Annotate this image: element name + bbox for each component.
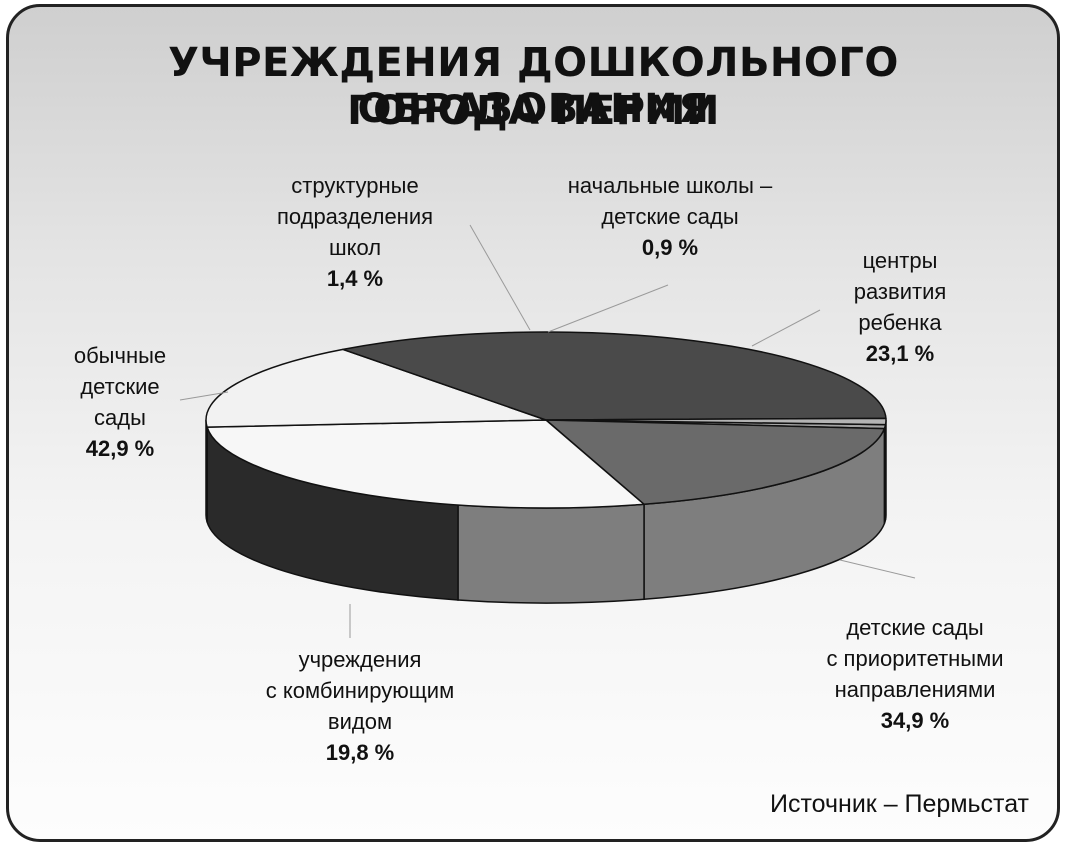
slice-percent: 1,4 % <box>326 266 384 291</box>
label-line: подразделения <box>276 204 434 229</box>
label-line: центры <box>862 248 938 273</box>
label-development-centers: центры развития ребенка 23,1 % <box>800 245 1000 369</box>
label-line: учреждения <box>298 647 422 672</box>
label-regular-kindergartens: обычные детские сады 42,9 % <box>25 340 215 464</box>
label-priority-kindergartens: детские сады с приоритетными направления… <box>795 612 1035 736</box>
label-line: обычные <box>73 343 167 368</box>
slice-percent: 34,9 % <box>880 708 950 733</box>
source-note: Источник – Пермьстат <box>770 790 1029 818</box>
label-line: развития <box>853 279 947 304</box>
pie-side-wall <box>457 503 645 604</box>
label-line: видом <box>327 709 393 734</box>
label-school-divisions: структурные подразделения школ 1,4 % <box>230 170 480 294</box>
chart-title-line-2: ГОРОДА ПЕРМИ <box>347 88 720 134</box>
slice-percent: 0,9 % <box>641 235 699 260</box>
pie-slice <box>545 417 887 426</box>
label-primary-school-kindergartens: начальные школы – детские сады 0,9 % <box>520 170 820 263</box>
label-line: детские сады <box>846 615 984 640</box>
pie-slice <box>205 348 547 428</box>
leader-line <box>839 559 916 579</box>
chart-title-line-1: УЧРЕЖДЕНИЯ ДОШКОЛЬНОГО ОБРАЗОВАНИЯ <box>168 40 899 132</box>
slice-percent: 42,9 % <box>85 436 155 461</box>
label-line: начальные школы – <box>567 173 773 198</box>
label-line: детские сады <box>601 204 739 229</box>
leader-lines <box>179 224 916 638</box>
slice-percent: 23,1 % <box>865 341 935 366</box>
label-line: с комбинирующим <box>265 678 455 703</box>
label-line: ребенка <box>858 310 942 335</box>
label-line: детские <box>80 374 160 399</box>
label-line: сады <box>94 405 146 430</box>
pie-slice <box>545 419 886 506</box>
leader-line <box>469 224 531 331</box>
label-combined-institutions: учреждения с комбинирующим видом 19,8 % <box>225 644 495 768</box>
pie-top <box>205 331 887 509</box>
leader-line <box>547 284 669 333</box>
label-line: школ <box>328 235 382 260</box>
label-line: направлениями <box>834 677 996 702</box>
pie-slice <box>342 331 887 421</box>
label-line: структурные <box>291 173 419 198</box>
pie-slice <box>206 419 645 509</box>
slice-percent: 19,8 % <box>325 740 395 765</box>
label-line: с приоритетными <box>826 646 1004 671</box>
leader-line <box>179 391 229 401</box>
leader-line <box>751 309 821 347</box>
